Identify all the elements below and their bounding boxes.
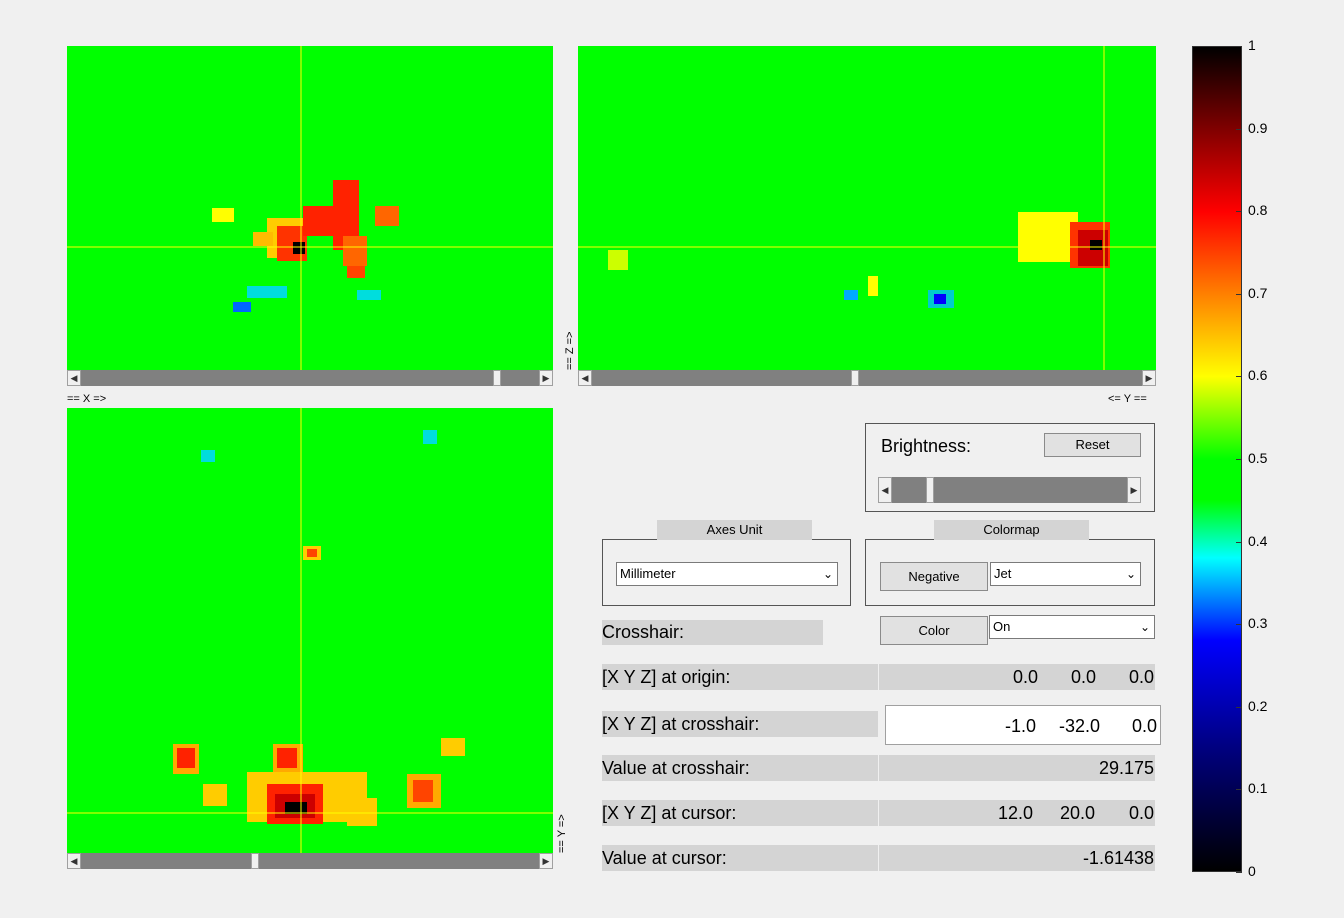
slider-right-button[interactable]: ▶: [1127, 477, 1141, 503]
colorbar-tick-mark: [1236, 376, 1242, 378]
value-cursor: -1.61438: [1082, 848, 1154, 868]
colormap-tab: Colormap: [934, 520, 1089, 540]
scroll-right-button[interactable]: ▶: [1142, 370, 1156, 386]
colorbar-tick-mark: [1236, 46, 1242, 47]
crosshair-state-value: On: [993, 619, 1011, 634]
value-cursor-label: Value at cursor:: [602, 845, 878, 871]
axes-unit-select[interactable]: Millimeter ⌄: [616, 562, 838, 586]
cursor-values: 12.0 20.0 0.0: [879, 800, 1155, 826]
colormap-panel: Negative Jet ⌄: [865, 539, 1155, 606]
colorbar-tick-label: 0.9: [1248, 119, 1268, 136]
colorbar-tick-label: 0: [1248, 863, 1256, 879]
colorbar-tick-mark: [1236, 624, 1242, 626]
activation-blobs: [608, 212, 1110, 308]
cursor-y: 20.0: [1059, 803, 1095, 823]
origin-values: 0.0 0.0 0.0: [879, 664, 1155, 690]
colormap-value: Jet: [994, 566, 1012, 581]
axial-view[interactable]: [67, 46, 553, 370]
value-crosshair-label: Value at crosshair:: [602, 755, 878, 781]
crosshair-state-select[interactable]: On ⌄: [989, 615, 1155, 639]
sagittal-view[interactable]: [578, 46, 1156, 370]
value-crosshair-box: 29.175: [879, 755, 1155, 781]
axial-scrollbar[interactable]: ◀ ▶: [67, 370, 553, 386]
colorbar-tick-label: 0.5: [1248, 450, 1268, 466]
slider-left-button[interactable]: ◀: [878, 477, 892, 503]
scroll-right-button[interactable]: ▶: [539, 853, 553, 869]
coronal-scrollbar[interactable]: ◀ ▶: [67, 853, 553, 869]
chevron-down-icon: ⌄: [1125, 567, 1136, 581]
colorbar-tick-mark: [1236, 128, 1242, 130]
value-cursor-box: -1.61438: [879, 845, 1155, 871]
cursor-z: 0.0: [1128, 803, 1154, 823]
colorbar-tick-mark: [1236, 872, 1242, 873]
crosshair-z: 0.0: [1131, 716, 1157, 736]
chevron-down-icon: ⌄: [1139, 620, 1150, 634]
colorbar-tick-label: 0.2: [1248, 697, 1268, 714]
origin-y: 0.0: [1070, 667, 1096, 687]
crosshair-x: -1.0: [1004, 716, 1036, 736]
origin-z: 0.0: [1128, 667, 1154, 687]
scroll-thumb[interactable]: [851, 370, 859, 386]
scroll-left-button[interactable]: ◀: [67, 853, 81, 869]
chevron-down-icon: ⌄: [822, 567, 833, 581]
colormap-select[interactable]: Jet ⌄: [990, 562, 1141, 586]
colorbar-tick-mark: [1236, 541, 1242, 543]
axes-unit-panel: Millimeter ⌄: [602, 539, 851, 606]
crosshair-coords-label: [X Y Z] at crosshair:: [602, 711, 878, 737]
brightness-slider[interactable]: ◀ ▶: [878, 477, 1141, 503]
sagittal-y-label: <= Y ==: [1108, 393, 1147, 405]
brightness-panel: Brightness: Reset ◀ ▶: [865, 423, 1155, 512]
scroll-thumb[interactable]: [493, 370, 501, 386]
colorbar-tick-label: 0.8: [1248, 202, 1268, 219]
coronal-view[interactable]: [67, 408, 553, 853]
coronal-y-label: == Y =>: [556, 814, 568, 853]
colorbar-tick-mark: [1236, 211, 1242, 213]
crosshair-y: -32.0: [1058, 716, 1100, 736]
scroll-thumb[interactable]: [251, 853, 259, 869]
brightness-label: Brightness:: [881, 436, 972, 456]
cursor-x: 12.0: [997, 803, 1033, 823]
colorbar-tick-label: 0.6: [1248, 367, 1268, 384]
sagittal-z-label: == Z =>: [564, 331, 576, 370]
value-crosshair: 29.175: [1098, 758, 1154, 778]
reset-button[interactable]: Reset: [1044, 433, 1141, 457]
colorbar-tick-label: 0.4: [1248, 532, 1268, 549]
colorbar-tick-mark: [1236, 706, 1242, 708]
colorbar-tick-label: 0.1: [1248, 780, 1268, 797]
crosshair-coords-field[interactable]: -1.0 -32.0 0.0: [885, 705, 1161, 745]
colorbar-tick-mark: [1236, 459, 1242, 460]
axes-unit-tab: Axes Unit: [657, 520, 812, 540]
activation-blobs: [212, 180, 399, 312]
axes-unit-value: Millimeter: [620, 566, 676, 581]
colorbar-tick-mark: [1236, 293, 1242, 295]
sagittal-scrollbar[interactable]: ◀ ▶: [578, 370, 1156, 386]
colorbar: [1192, 46, 1242, 872]
colorbar-tick-mark: [1236, 789, 1242, 791]
activation-blobs: [173, 430, 465, 826]
colorbar-tick-label: 0.3: [1248, 615, 1268, 632]
origin-label: [X Y Z] at origin:: [602, 664, 878, 690]
crosshair-label: Crosshair:: [602, 620, 823, 645]
colorbar-tick-label: 1: [1248, 37, 1256, 53]
cursor-label: [X Y Z] at cursor:: [602, 800, 878, 826]
slider-thumb[interactable]: [926, 477, 935, 503]
scroll-left-button[interactable]: ◀: [67, 370, 81, 386]
colorbar-tick-label: 0.7: [1248, 284, 1268, 301]
axial-x-label: == X =>: [67, 393, 107, 405]
crosshair-color-button[interactable]: Color: [880, 616, 988, 645]
scroll-left-button[interactable]: ◀: [578, 370, 592, 386]
origin-x: 0.0: [1012, 667, 1038, 687]
negative-button[interactable]: Negative: [880, 562, 988, 591]
scroll-right-button[interactable]: ▶: [539, 370, 553, 386]
